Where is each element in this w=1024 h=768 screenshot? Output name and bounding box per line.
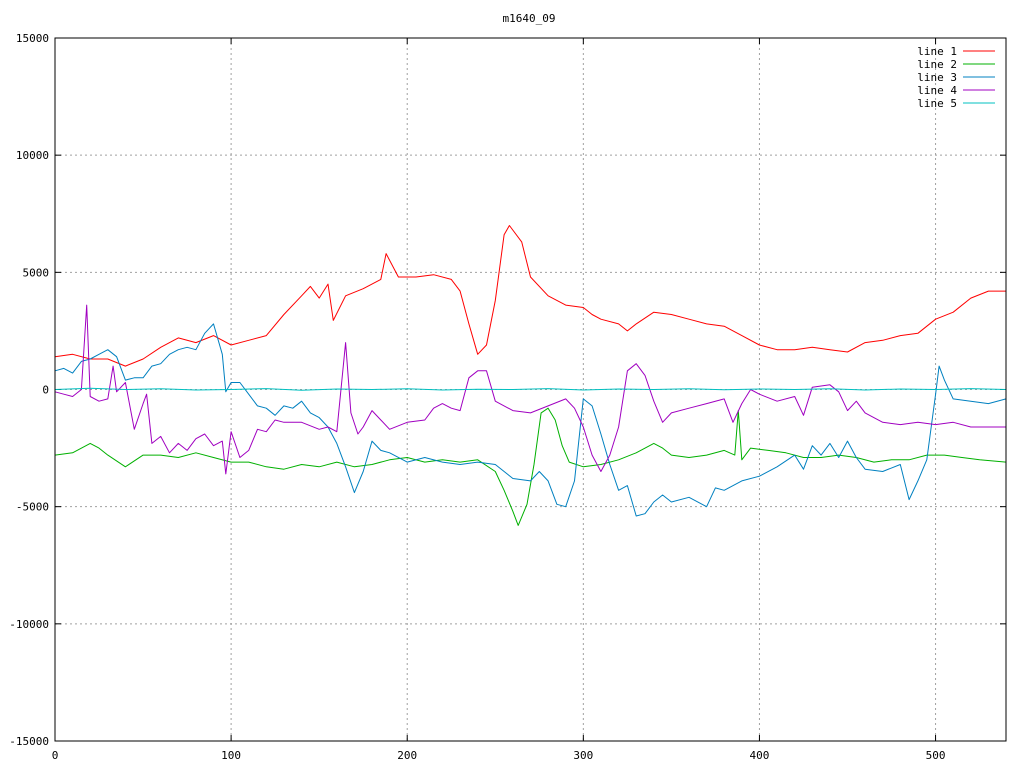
series-group	[54, 225, 1007, 526]
series-line-4	[54, 304, 1006, 475]
x-tick-label: 400	[750, 749, 770, 762]
chart-title: m1640_09	[503, 12, 556, 25]
legend-label-5: line 5	[917, 97, 957, 110]
x-tick-label: 0	[52, 749, 59, 762]
legend-label-3: line 3	[917, 71, 957, 84]
y-tick-label: -15000	[9, 735, 49, 748]
y-tick-label: -5000	[16, 501, 49, 514]
series-line-5	[54, 387, 1007, 391]
y-tick-label: 5000	[23, 266, 50, 279]
x-tick-label: 200	[397, 749, 417, 762]
series-line-1	[54, 225, 1006, 367]
y-tick-label: 15000	[16, 32, 49, 45]
axes: 0 100 200 300 400 500 -15000 -10000 -5000 0 5000 10…	[9, 32, 1006, 762]
legend-label-4: line 4	[917, 84, 957, 97]
legend-label-2: line 2	[917, 58, 957, 71]
series-line-3	[54, 323, 1007, 517]
x-tick-label: 300	[573, 749, 593, 762]
series-line-2	[54, 407, 1007, 526]
x-tick-label: 100	[221, 749, 241, 762]
x-tick-label: 500	[926, 749, 946, 762]
y-tick-label: 0	[42, 384, 49, 397]
legend-label-1: line 1	[917, 45, 957, 58]
plot-frame	[54, 37, 1007, 742]
y-tick-label: 10000	[16, 149, 49, 162]
y-tick-label: -10000	[9, 618, 49, 631]
